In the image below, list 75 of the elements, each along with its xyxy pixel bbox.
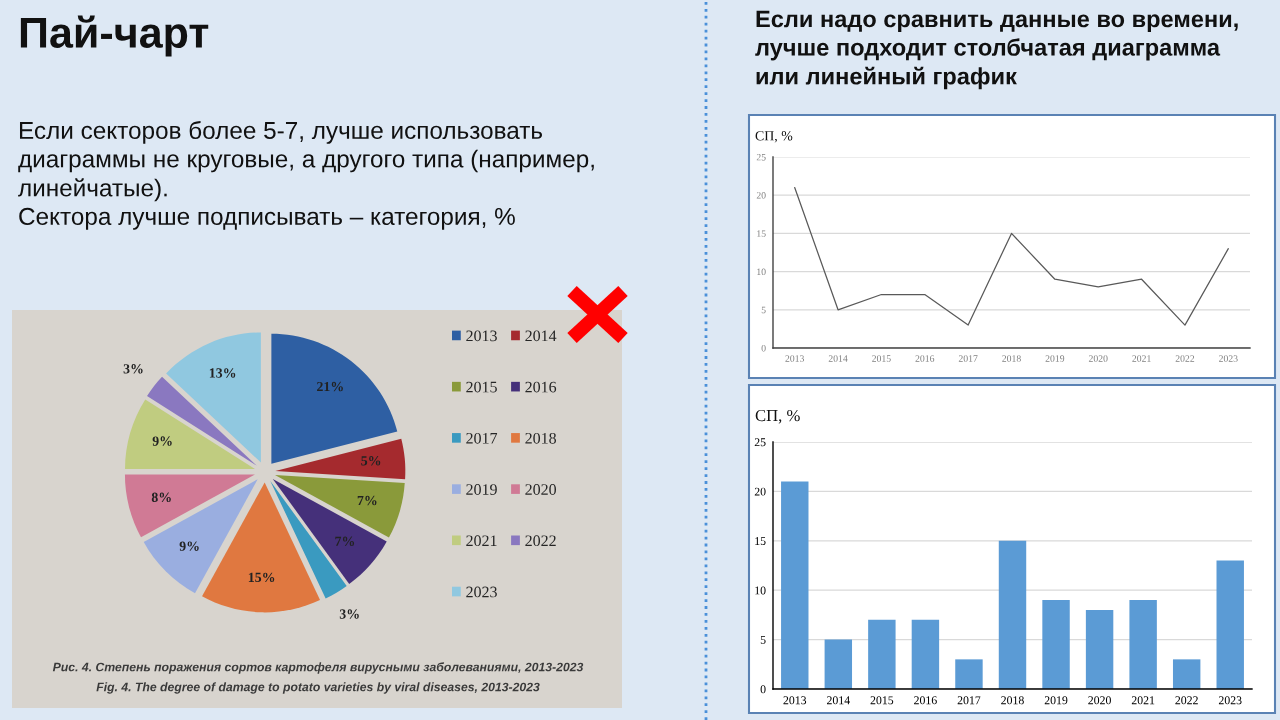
legend-label: 2018 <box>525 432 557 444</box>
data-label: 3% <box>339 609 359 619</box>
bar <box>824 639 853 689</box>
x-tick-label: 2014 <box>828 355 848 362</box>
y-tick-label: 25 <box>754 438 766 447</box>
data-label: 9% <box>179 541 199 551</box>
data-label: 8% <box>151 492 171 503</box>
legend-label: 2021 <box>466 535 497 547</box>
x-tick-label: 2019 <box>1045 355 1065 362</box>
data-label: 3% <box>123 364 143 374</box>
caption: Fig. 4. The degree of damage to potato varieties by viral diseases, 2013-2023 <box>96 682 540 694</box>
chart-subtitle: Если секторов более 5-7, лучше использовать диаграммы не круговые, а другого типа (например, линейчатые). Сектора лучше подписывать – категория, % <box>18 121 594 230</box>
legend-label: 2013 <box>466 330 497 342</box>
y-axis-title: СП, % <box>755 409 800 424</box>
x-tick-label: 2017 <box>958 355 978 362</box>
y-tick-label: 0 <box>761 344 766 352</box>
bar <box>1216 560 1244 689</box>
x-tick-label: 2020 <box>1088 355 1108 362</box>
y-tick-label: 20 <box>754 487 766 496</box>
legend-label: 2022 <box>525 535 556 547</box>
x-tick-label: 2014 <box>827 696 850 705</box>
x-tick-label: 2015 <box>872 355 891 362</box>
data-label: 15% <box>248 572 275 583</box>
data-label: 7% <box>335 536 355 547</box>
y-tick-label: 10 <box>757 268 766 276</box>
x-tick-label: 2022 <box>1175 696 1198 705</box>
x-tick-label: 2017 <box>957 696 981 705</box>
data-label: 13% <box>209 368 236 378</box>
y-tick-label: 5 <box>761 306 766 314</box>
bar <box>1172 659 1201 689</box>
legend-label: 2020 <box>525 484 557 495</box>
legend-label: 2016 <box>525 381 557 393</box>
bar <box>1129 600 1157 689</box>
bar <box>868 619 896 689</box>
data-label: 5% <box>361 456 381 466</box>
legend-label: 2015 <box>466 381 497 393</box>
y-axis-title: СП, % <box>755 131 793 143</box>
x-tick-label: 2023 <box>1218 696 1242 705</box>
x-tick-label: 2021 <box>1132 355 1151 362</box>
data-label: 7% <box>357 495 377 506</box>
y-tick-label: 20 <box>756 192 766 199</box>
x-tick-label: 2016 <box>915 355 935 362</box>
legend-label: 2023 <box>466 586 497 598</box>
bar <box>911 619 940 689</box>
chart-title: Пай-чарт <box>20 15 209 57</box>
data-label: 21% <box>317 381 343 392</box>
x-tick-label: 2018 <box>1001 696 1024 705</box>
x-tick-label: 2020 <box>1088 696 1111 705</box>
chart-title: Если надо сравнить данные во времени, лучше подходит столбчатая диаграмма или линейный график <box>755 10 1238 90</box>
legend-label: 2014 <box>525 330 557 342</box>
x-tick-label: 2013 <box>783 696 807 705</box>
x-tick-label: 2016 <box>914 696 937 705</box>
line-series <box>794 186 1229 326</box>
bar <box>955 659 983 689</box>
y-tick-label: 25 <box>756 153 766 161</box>
x-tick-label: 2015 <box>870 696 894 705</box>
y-tick-label: 5 <box>760 635 766 644</box>
y-tick-label: 15 <box>755 537 766 546</box>
legend-label: 2017 <box>466 432 498 444</box>
bar <box>1085 609 1114 689</box>
bar <box>1042 600 1070 689</box>
y-tick-label: 15 <box>757 230 766 237</box>
bar <box>781 481 809 689</box>
x-tick-label: 2022 <box>1175 355 1195 362</box>
x-tick-label: 2023 <box>1219 355 1238 362</box>
x-tick-label: 2019 <box>1044 696 1068 705</box>
text: Рис. 4. Степень поражения сортов картофеля вирусными заболеваниями, 2013-2023 <box>52 662 584 674</box>
y-tick-label: 0 <box>760 685 766 694</box>
y-tick-label: 10 <box>755 586 766 595</box>
legend-label: 2019 <box>466 484 497 495</box>
x-tick-label: 2013 <box>785 355 805 362</box>
bar <box>998 540 1027 689</box>
x-tick-label: 2021 <box>1131 696 1155 705</box>
x-tick-label: 2018 <box>1002 355 1021 362</box>
data-label: 9% <box>152 436 172 446</box>
